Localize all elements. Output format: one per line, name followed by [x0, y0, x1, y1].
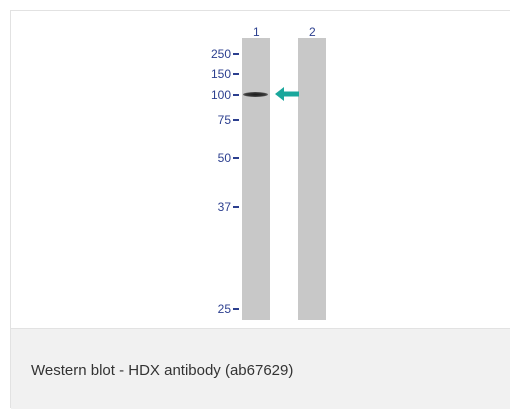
lane-number-2: 2 — [309, 25, 316, 39]
marker-tick — [233, 73, 239, 75]
arrow-left-icon — [275, 87, 299, 101]
lane-1 — [242, 38, 270, 320]
marker-tick — [233, 119, 239, 121]
marker-tick — [233, 308, 239, 310]
lane-number-1: 1 — [253, 25, 260, 39]
image-card: 1 2 250 150 100 75 50 37 25 Wes — [10, 10, 510, 409]
marker-label: 25 — [217, 302, 231, 316]
marker-50: 50 — [218, 152, 239, 164]
marker-25: 25 — [218, 303, 239, 315]
caption-area: Western blot - HDX antibody (ab67629) — [11, 328, 510, 409]
marker-label: 100 — [210, 88, 231, 102]
marker-tick — [233, 157, 239, 159]
marker-label: 37 — [217, 200, 231, 214]
marker-tick — [233, 53, 239, 55]
marker-label: 250 — [210, 47, 231, 61]
figure-caption: Western blot - HDX antibody (ab67629) — [31, 362, 294, 379]
marker-label: 50 — [217, 151, 231, 165]
marker-37: 37 — [218, 201, 239, 213]
western-blot-image: 1 2 250 150 100 75 50 37 25 — [11, 11, 510, 329]
marker-75: 75 — [218, 114, 239, 126]
lane-2 — [298, 38, 326, 320]
marker-100: 100 — [211, 89, 239, 101]
protein-band — [243, 92, 268, 97]
marker-label: 150 — [210, 67, 231, 81]
marker-tick — [233, 94, 239, 96]
marker-label: 75 — [217, 113, 231, 127]
marker-150: 150 — [211, 68, 239, 80]
marker-tick — [233, 206, 239, 208]
marker-250: 250 — [211, 48, 239, 60]
